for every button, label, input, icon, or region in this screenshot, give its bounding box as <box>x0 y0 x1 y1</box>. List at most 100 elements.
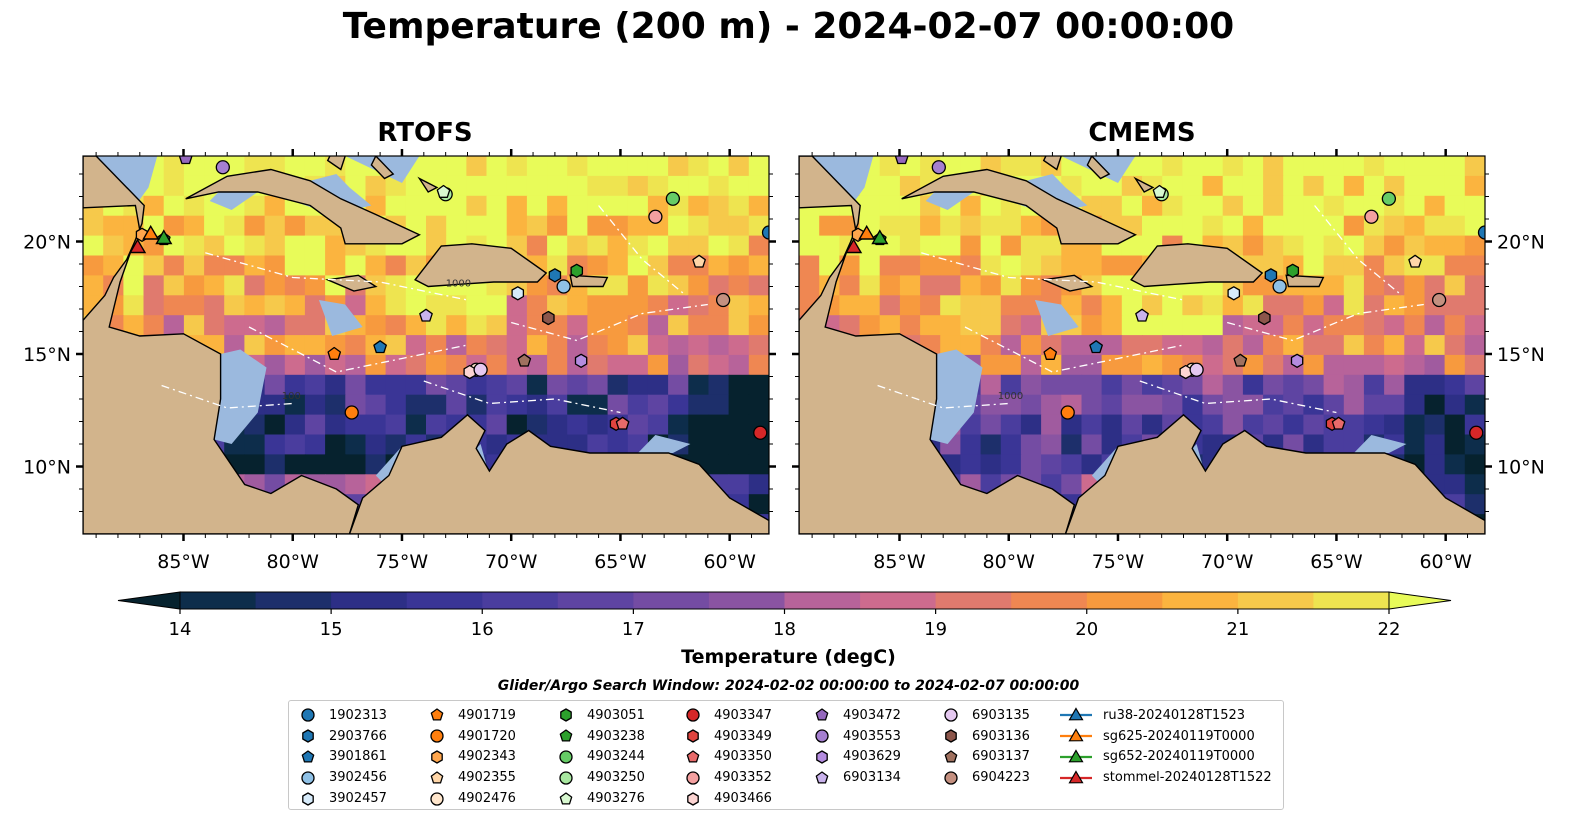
field-cell <box>466 195 488 217</box>
field-cell <box>819 215 840 237</box>
field-cell <box>799 255 820 276</box>
field-cell <box>365 315 387 336</box>
field-cell <box>1162 295 1183 316</box>
field-cell <box>486 295 508 316</box>
field-cell <box>1464 295 1485 316</box>
legend-item: 4903238 <box>555 726 645 747</box>
legend-marker <box>430 708 444 721</box>
field-cell <box>1081 275 1103 296</box>
field-cell <box>446 315 467 336</box>
field-cell <box>183 255 205 276</box>
x-tick-label: 85°W <box>873 551 926 573</box>
field-cell <box>920 315 941 336</box>
field-cell <box>879 255 901 276</box>
field-cell <box>1061 354 1083 376</box>
legend-item: 4903352 <box>682 767 772 788</box>
legend-item: 3902456 <box>297 767 387 788</box>
legend-label: 4903238 <box>587 728 645 744</box>
field-cell <box>1343 275 1365 296</box>
field-cell <box>345 354 367 376</box>
field-cell <box>607 335 629 356</box>
field-cell <box>264 195 286 217</box>
field-cell <box>940 215 961 237</box>
field-cell <box>1263 175 1284 197</box>
float-marker <box>178 156 193 165</box>
field-cell <box>1444 255 1466 276</box>
colorbar-segment <box>1313 592 1390 609</box>
field-cell <box>1101 315 1123 336</box>
field-cell <box>183 195 205 217</box>
field-cell <box>446 295 467 316</box>
colorbar-segment <box>935 592 1012 609</box>
field-cell <box>1182 156 1204 177</box>
field-cell <box>264 315 286 336</box>
legend-item: 6904223 <box>940 767 1030 788</box>
legend-label: 4903250 <box>587 770 645 786</box>
field-cell <box>688 195 710 217</box>
y-tick-label: 15°N <box>23 344 71 366</box>
legend-symbol <box>301 750 315 763</box>
shelf-area <box>214 349 267 444</box>
field-cell <box>526 175 548 197</box>
field-cell <box>1121 374 1143 396</box>
legend-marker <box>1060 728 1092 742</box>
field-cell <box>163 295 185 316</box>
field-cell <box>1000 315 1022 336</box>
field-cell <box>607 175 629 197</box>
field-cell <box>899 195 921 217</box>
field-cell <box>1404 354 1426 376</box>
field-cell <box>899 235 921 257</box>
legend-marker <box>430 791 444 806</box>
float-marker <box>463 364 476 380</box>
field-cell <box>304 156 326 177</box>
float-marker <box>931 160 946 175</box>
legend-item <box>811 788 901 809</box>
float-marker <box>511 286 525 301</box>
float-marker <box>215 160 230 175</box>
field-cell <box>1242 175 1264 197</box>
field-cell <box>1323 295 1345 316</box>
legend-column: 4903347 4903349 4903350 4903352 4903466 <box>682 705 772 809</box>
field-cell <box>960 215 982 237</box>
float-marker <box>1286 263 1300 278</box>
field-cell <box>163 255 185 276</box>
field-cell <box>304 255 326 276</box>
land-mass <box>1064 413 1485 534</box>
field-cell <box>1000 394 1022 416</box>
field-cell <box>728 335 750 356</box>
field-cell <box>1464 354 1485 376</box>
field-cell <box>1020 414 1042 436</box>
legend-label: 6903135 <box>972 707 1030 723</box>
field-cell <box>1363 255 1385 276</box>
field-cell <box>1303 215 1325 237</box>
field-cell <box>1303 295 1325 316</box>
colorbar-segment <box>633 592 710 609</box>
legend-column: 6903135 6903136 6903137 6904223 <box>940 705 1030 809</box>
legend-triangle <box>1068 707 1084 721</box>
field-cell <box>1464 275 1485 296</box>
float-marker <box>1135 308 1149 322</box>
legend-marker <box>944 750 958 763</box>
field-cell <box>728 394 750 416</box>
field-cell <box>264 414 286 436</box>
field-cell <box>1444 414 1466 436</box>
legend-item: 6903136 <box>940 726 1030 747</box>
field-cell <box>1363 335 1385 356</box>
field-cell <box>244 255 266 276</box>
field-cell <box>1424 215 1446 237</box>
field-cell <box>143 195 165 217</box>
field-cell <box>1263 295 1284 316</box>
field-cell <box>284 434 306 455</box>
field-cell <box>385 255 407 276</box>
float-marker <box>761 225 769 240</box>
field-cell <box>426 215 447 237</box>
field-cell <box>1343 394 1365 416</box>
field-cell <box>1081 434 1103 455</box>
field-cell <box>627 235 649 257</box>
field-cell <box>486 335 508 356</box>
field-cell <box>960 335 982 356</box>
field-cell <box>1343 215 1365 237</box>
field-cell <box>587 215 609 237</box>
x-tick-label: 75°W <box>1092 551 1145 573</box>
